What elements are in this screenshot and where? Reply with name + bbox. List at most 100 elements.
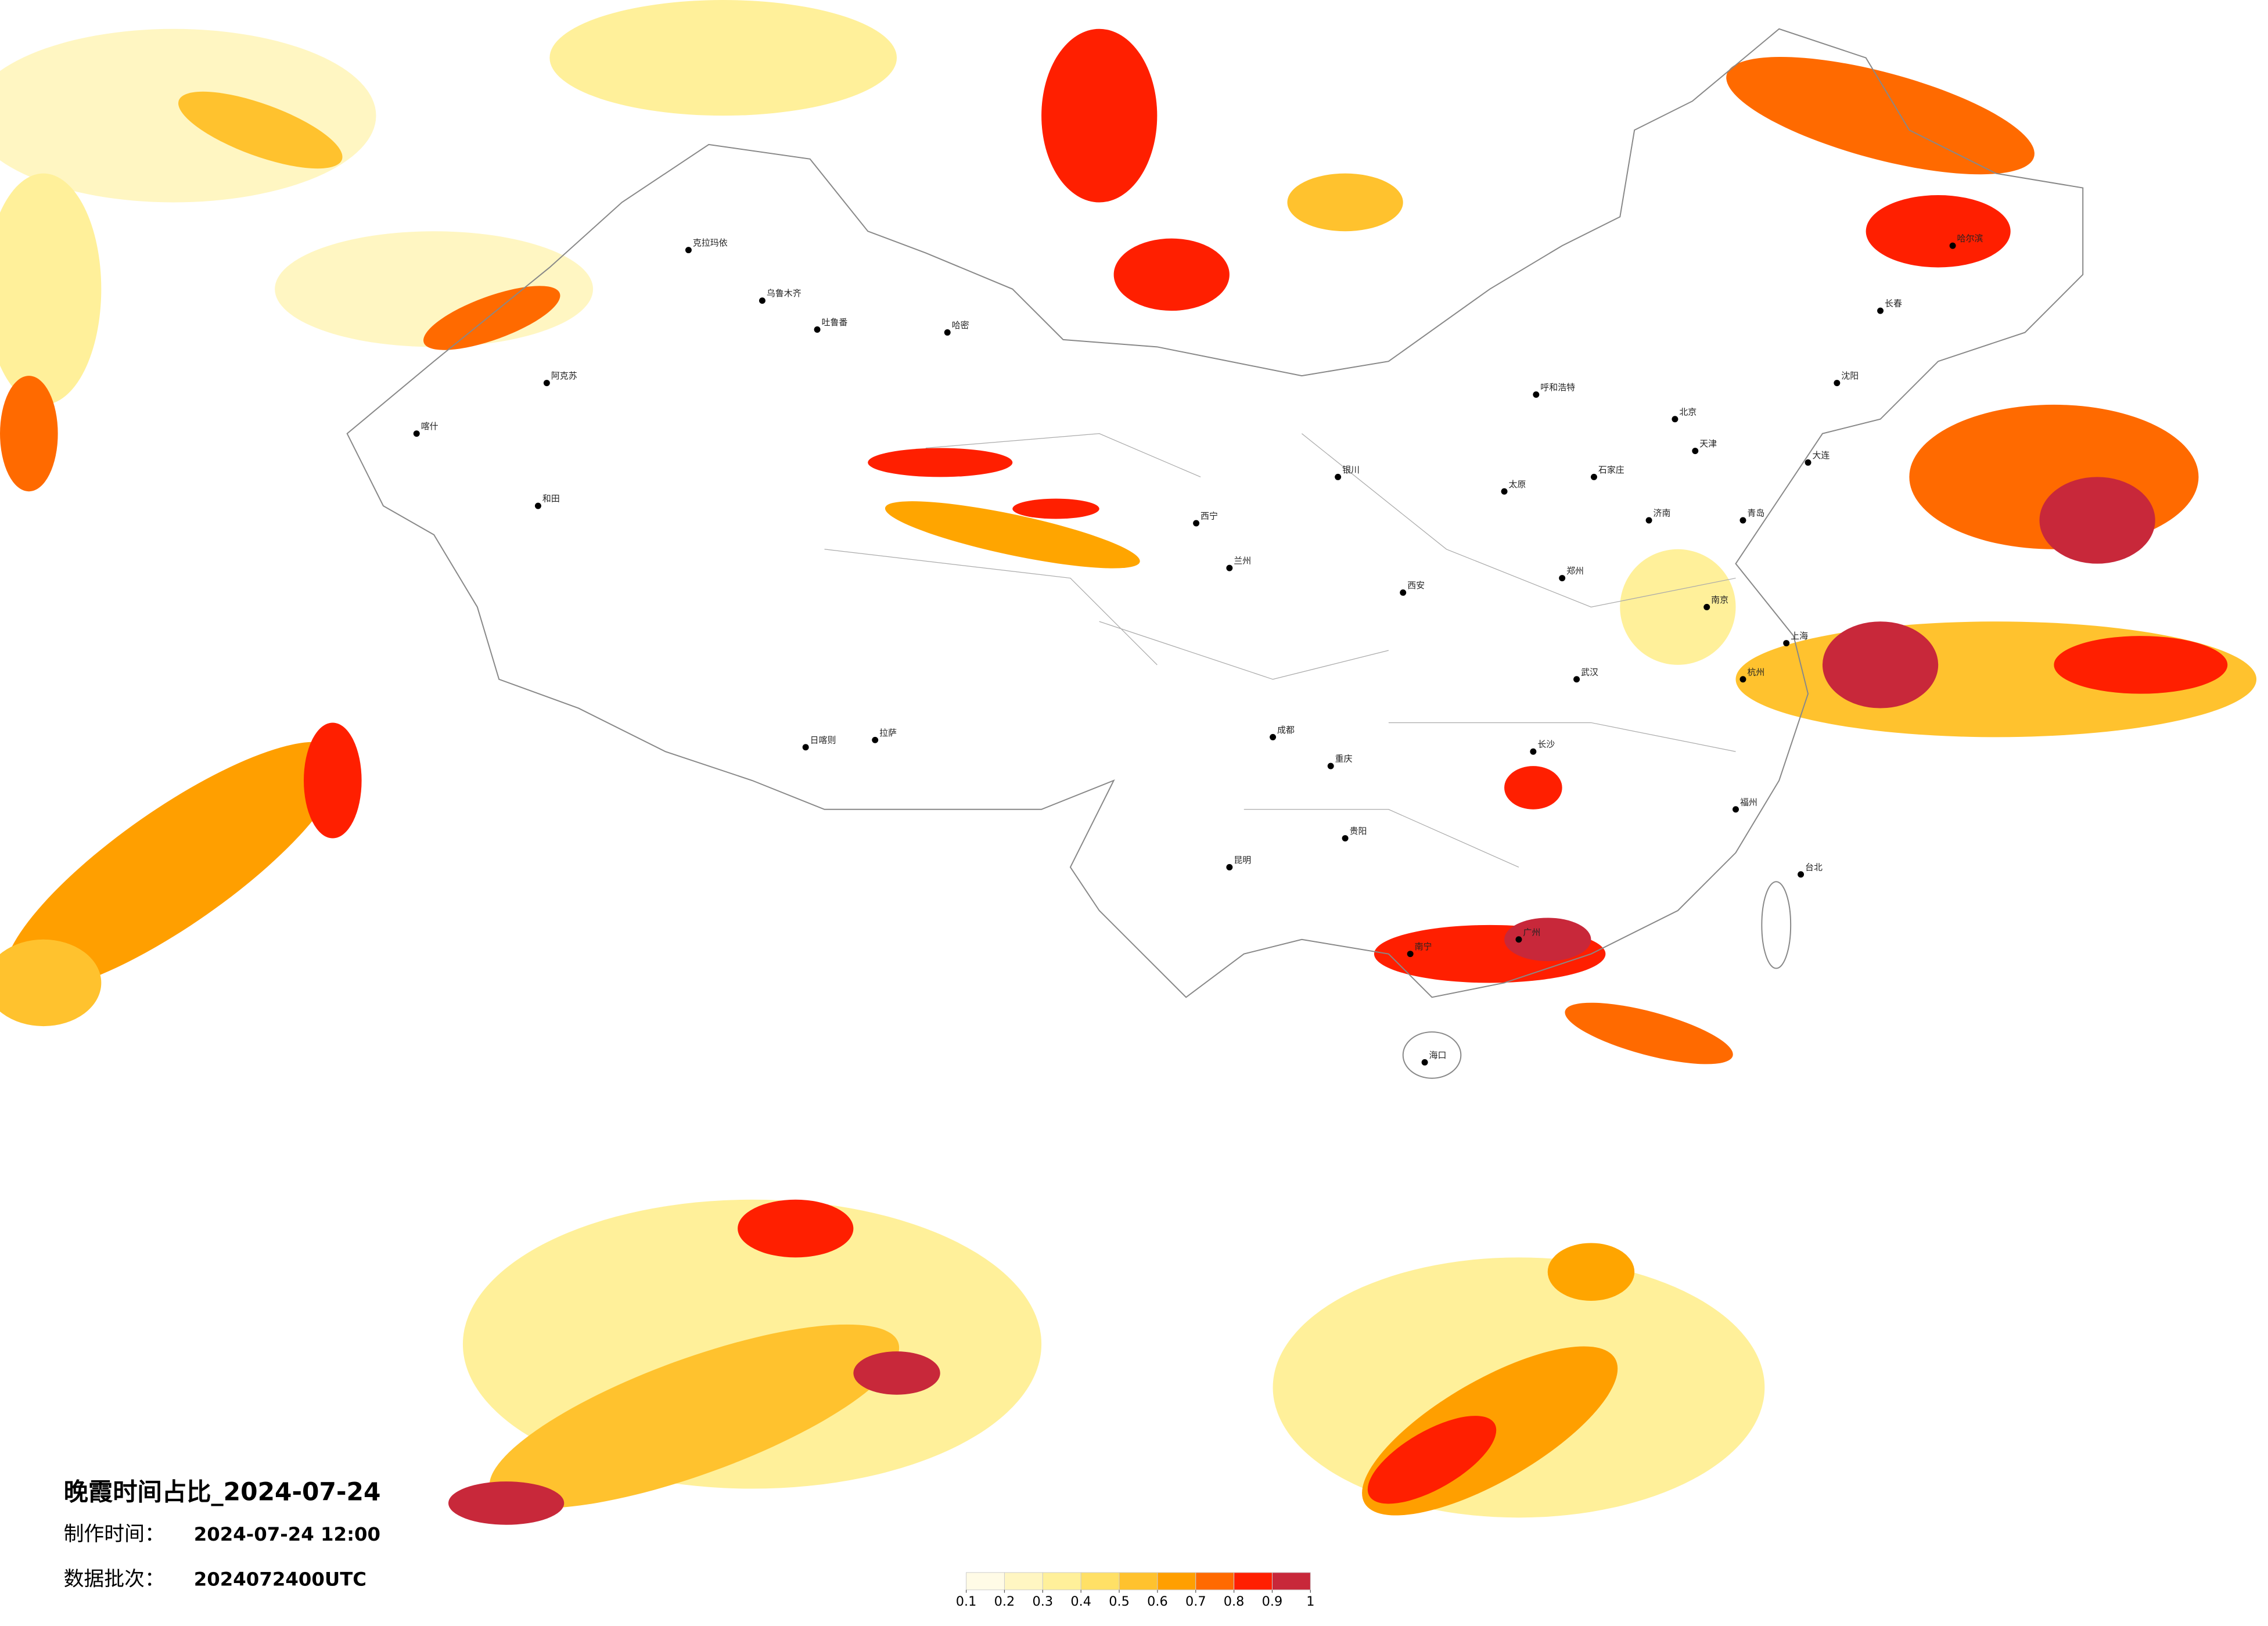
city-dot bbox=[534, 502, 541, 509]
city-label: 西安 bbox=[1407, 580, 1425, 591]
city-label: 武汉 bbox=[1581, 667, 1598, 677]
city-dot bbox=[1559, 575, 1566, 582]
city-label: 拉萨 bbox=[879, 728, 897, 738]
city-label: 喀什 bbox=[421, 421, 438, 431]
weather-patch bbox=[423, 286, 560, 350]
city-label: 贵阳 bbox=[1350, 826, 1367, 836]
city-dot bbox=[1573, 676, 1580, 683]
legend-swatch bbox=[1157, 1572, 1196, 1591]
city-dot bbox=[1515, 936, 1522, 943]
city-label: 吐鲁番 bbox=[822, 317, 848, 328]
city-dot bbox=[1400, 589, 1407, 596]
weather-patches bbox=[0, 0, 2257, 1525]
city-dot bbox=[685, 247, 692, 254]
weather-patch bbox=[1504, 918, 1591, 962]
weather-patch bbox=[1565, 1002, 1733, 1064]
city-dot bbox=[1590, 473, 1597, 480]
legend-swatch bbox=[1195, 1572, 1235, 1591]
city-label: 日喀则 bbox=[810, 735, 836, 745]
city-label: 乌鲁木齐 bbox=[767, 288, 801, 298]
city-dot bbox=[1226, 564, 1233, 571]
weather-patch bbox=[1504, 766, 1562, 810]
legend-swatch bbox=[1004, 1572, 1043, 1591]
city-dot bbox=[759, 297, 765, 304]
legend-tick-label: 0.9 bbox=[1262, 1594, 1283, 1609]
weather-patch bbox=[0, 173, 102, 405]
city-label: 长沙 bbox=[1537, 739, 1555, 750]
city-dot bbox=[1805, 459, 1811, 466]
country-border bbox=[346, 28, 2084, 998]
weather-patch bbox=[0, 939, 102, 1027]
weather-patch bbox=[1547, 1243, 1635, 1301]
legend-tick-label: 0.1 bbox=[956, 1594, 977, 1609]
island-border bbox=[1761, 881, 1792, 969]
city-label: 台北 bbox=[1805, 862, 1823, 872]
legend-tick-label: 0.5 bbox=[1109, 1594, 1130, 1609]
city-dot bbox=[1335, 473, 1342, 480]
city-dot bbox=[872, 736, 879, 743]
city-label: 银川 bbox=[1342, 465, 1360, 475]
city-label: 南宁 bbox=[1415, 941, 1432, 952]
city-dot bbox=[1672, 416, 1678, 423]
city-label: 天津 bbox=[1699, 438, 1717, 449]
legend-swatch bbox=[1119, 1572, 1158, 1591]
city-label: 南京 bbox=[1711, 595, 1728, 605]
weather-patch bbox=[1367, 1416, 1497, 1504]
weather-patch bbox=[1041, 28, 1158, 203]
legend: 0.1 0.2 0.3 0.4 0.5 0.6 0.7 0.8 0.9 1 bbox=[956, 1572, 1314, 1609]
city-label: 成都 bbox=[1277, 725, 1295, 735]
city-label: 重庆 bbox=[1335, 754, 1353, 764]
city-dot bbox=[1703, 603, 1710, 610]
legend-swatch bbox=[1234, 1572, 1273, 1591]
city-dot bbox=[543, 380, 550, 387]
city-label: 沈阳 bbox=[1841, 370, 1859, 381]
city-label: 青岛 bbox=[1747, 508, 1764, 519]
weather-patch bbox=[448, 1481, 565, 1525]
weather-patch bbox=[549, 0, 897, 116]
city-label: 福州 bbox=[1740, 797, 1757, 807]
city-dot bbox=[1949, 242, 1956, 249]
weather-patch bbox=[853, 1351, 940, 1395]
city-label: 和田 bbox=[542, 494, 560, 504]
weather-patch bbox=[0, 376, 58, 492]
weather-patch bbox=[1113, 238, 1230, 311]
city-dot bbox=[1533, 391, 1540, 398]
city-dot bbox=[802, 744, 809, 751]
weather-patch bbox=[868, 448, 1013, 477]
city-label: 上海 bbox=[1791, 631, 1808, 641]
city-label: 阿克苏 bbox=[551, 370, 577, 381]
city-label: 广州 bbox=[1523, 927, 1540, 937]
legend-swatch bbox=[1271, 1572, 1311, 1591]
made-time: 2024-07-24 12:00 bbox=[194, 1523, 380, 1545]
city-label: 北京 bbox=[1679, 406, 1696, 417]
legend-tick-label: 1 bbox=[1306, 1594, 1314, 1609]
legend-tick-label: 0.7 bbox=[1185, 1594, 1206, 1609]
borders bbox=[346, 28, 2084, 1079]
city-dot bbox=[1270, 733, 1277, 740]
legend-swatch bbox=[1042, 1572, 1081, 1591]
city-dot bbox=[1407, 951, 1414, 958]
legend-tick-label: 0.8 bbox=[1224, 1594, 1245, 1609]
city-dot bbox=[1733, 806, 1739, 813]
province-border bbox=[824, 433, 1736, 868]
info-block: 晚霞时间占比_2024-07-24 制作时间： 2024-07-24 12:00… bbox=[64, 1477, 381, 1591]
legend-swatch bbox=[966, 1572, 1005, 1591]
city-dot bbox=[1342, 835, 1349, 842]
city-label: 昆明 bbox=[1234, 855, 1251, 865]
legend-tick-label: 0.6 bbox=[1147, 1594, 1168, 1609]
city-dot bbox=[1226, 864, 1233, 870]
city-dot bbox=[1783, 640, 1790, 647]
map-title: 晚霞时间占比_2024-07-24 bbox=[64, 1477, 381, 1506]
city-label: 克拉玛依 bbox=[693, 238, 728, 248]
batch-label: 数据批次： bbox=[64, 1567, 165, 1591]
city-dot bbox=[1834, 380, 1841, 387]
legend-tick-label: 0.2 bbox=[994, 1594, 1015, 1609]
city-label: 济南 bbox=[1654, 508, 1671, 519]
city-dot bbox=[814, 326, 821, 333]
weather-patch bbox=[1726, 57, 2035, 175]
legend-swatch bbox=[1080, 1572, 1120, 1591]
city-dot bbox=[1421, 1059, 1428, 1066]
weather-patch bbox=[303, 722, 362, 839]
